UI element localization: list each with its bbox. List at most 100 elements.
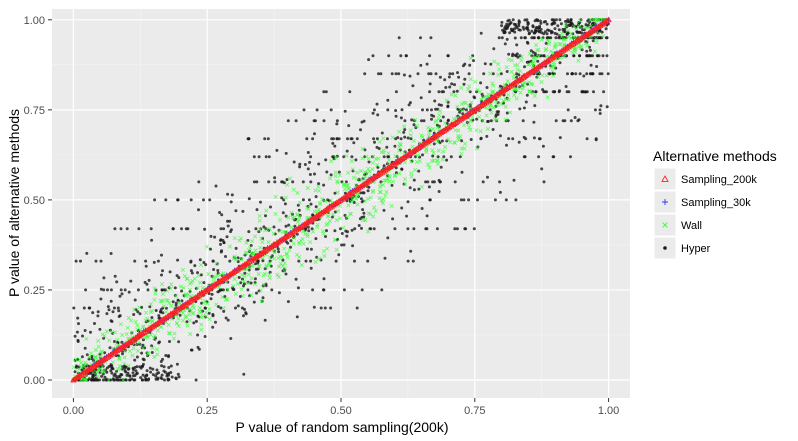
hyper-point xyxy=(589,72,593,76)
hyper-point xyxy=(359,191,363,195)
wall-point xyxy=(496,72,501,77)
wall-point xyxy=(557,42,562,47)
wall-point xyxy=(336,209,341,214)
wall-point xyxy=(360,146,365,151)
hyper-point xyxy=(242,314,245,318)
wall-point xyxy=(79,361,84,366)
hyper-point xyxy=(117,309,121,313)
wall-point xyxy=(93,354,98,359)
wall-point xyxy=(267,275,272,281)
hyper-point xyxy=(589,63,593,67)
wall-point xyxy=(373,209,378,214)
hyper-point xyxy=(249,281,253,285)
hyper-point xyxy=(408,74,412,78)
hyper-point xyxy=(486,175,489,179)
wall-point xyxy=(238,236,243,241)
hyper-point xyxy=(257,155,261,159)
wall-point xyxy=(176,324,181,329)
hyper-point xyxy=(518,28,522,32)
wall-point xyxy=(360,156,365,161)
hyper-point xyxy=(467,72,471,76)
hyper-point xyxy=(222,309,226,313)
wall-point xyxy=(417,159,422,164)
wall-point xyxy=(346,170,351,175)
wall-point xyxy=(313,259,318,264)
hyper-point xyxy=(375,102,379,106)
hyper-point xyxy=(585,90,589,94)
hyper-point xyxy=(412,227,416,231)
wall-point xyxy=(199,322,204,327)
hyper-point xyxy=(132,313,136,316)
hyper-point xyxy=(517,19,521,23)
wall-point xyxy=(183,293,188,299)
wall-point xyxy=(588,17,593,22)
hyper-point xyxy=(126,371,130,375)
hyper-point xyxy=(424,227,428,231)
wall-point xyxy=(503,117,508,122)
hyper-point xyxy=(565,25,569,29)
wall-point xyxy=(178,284,183,289)
hyper-point xyxy=(99,297,103,301)
hyper-point xyxy=(160,377,164,381)
wall-point xyxy=(459,101,464,107)
hyper-point xyxy=(119,227,123,231)
wall-point xyxy=(548,49,553,54)
hyper-point xyxy=(131,371,135,375)
wall-point xyxy=(539,79,544,85)
hyper-point xyxy=(296,286,300,290)
wall-point xyxy=(188,332,193,337)
hyper-point xyxy=(511,18,515,22)
wall-point xyxy=(559,31,565,36)
wall-point xyxy=(478,129,483,134)
wall-point xyxy=(165,298,170,303)
wall-point xyxy=(246,248,251,253)
hyper-point xyxy=(563,30,567,34)
wall-point xyxy=(391,179,396,184)
hyper-point xyxy=(173,286,177,290)
hyper-point xyxy=(106,305,110,309)
hyper-point xyxy=(147,377,151,381)
wall-point xyxy=(378,181,383,186)
wall-point xyxy=(183,292,188,297)
hyper-point xyxy=(189,198,193,202)
wall-point xyxy=(141,324,146,329)
wall-point xyxy=(563,23,568,28)
hyper-point xyxy=(372,108,376,112)
wall-point xyxy=(368,195,373,200)
hyper-point xyxy=(417,169,421,173)
wall-point xyxy=(283,195,289,200)
wall-point xyxy=(536,54,541,59)
hyper-point xyxy=(219,250,223,254)
hyper-point xyxy=(196,271,199,275)
hyper-point xyxy=(360,288,364,292)
hyper-point xyxy=(246,137,250,141)
legend-key-sampling-200k xyxy=(653,167,677,191)
wall-point xyxy=(299,263,304,268)
hyper-point xyxy=(367,58,371,62)
hyper-point xyxy=(505,70,509,73)
hyper-point xyxy=(218,211,222,214)
hyper-point xyxy=(582,74,586,78)
hyper-point xyxy=(439,165,443,169)
hyper-point xyxy=(428,90,432,94)
hyper-point xyxy=(120,292,124,296)
wall-point xyxy=(107,338,112,343)
hyper-point xyxy=(275,148,279,152)
wall-point xyxy=(297,254,302,260)
hyper-point xyxy=(436,107,440,111)
hyper-point xyxy=(498,134,502,138)
series-sampling-200k xyxy=(70,16,612,383)
wall-point xyxy=(569,32,574,37)
wall-point xyxy=(397,171,402,176)
wall-point xyxy=(377,196,382,201)
hyper-point xyxy=(121,378,125,382)
hyper-point xyxy=(505,22,509,26)
hyper-point xyxy=(379,72,383,76)
hyper-point xyxy=(355,137,359,141)
wall-point xyxy=(298,238,304,243)
wall-point xyxy=(197,305,202,311)
hyper-point xyxy=(493,198,497,202)
wall-point xyxy=(578,18,583,24)
hyper-point xyxy=(73,334,77,338)
hyper-point xyxy=(430,117,433,121)
